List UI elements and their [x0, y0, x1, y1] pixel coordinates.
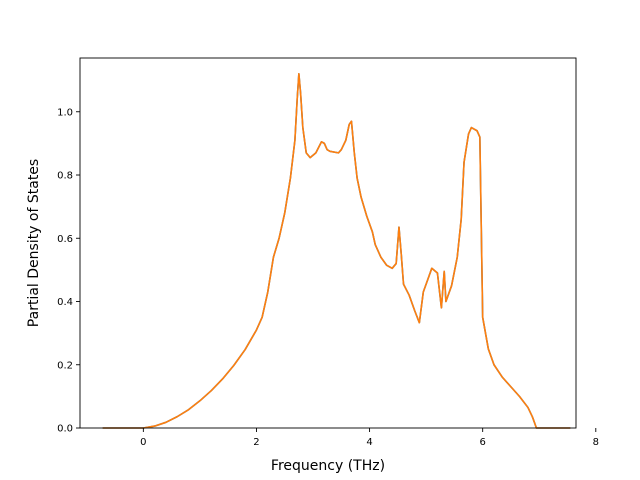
- y-tick-label: 1.0: [57, 107, 73, 118]
- y-tick-label: 0.0: [57, 424, 73, 435]
- series-layer: [102, 73, 571, 429]
- y-tick-label: 0.8: [57, 171, 73, 182]
- y-axis: 0.0 0.2 0.4 0.6 0.8 1.0: [57, 107, 80, 435]
- x-axis: 0 2 4 6 8: [140, 428, 599, 448]
- x-tick-label: 6: [479, 437, 485, 448]
- y-tick-label: 0.2: [57, 360, 73, 371]
- x-tick-label: 0: [140, 437, 146, 448]
- plot-frame: [79, 57, 577, 429]
- y-tick-label: 0.6: [57, 234, 73, 245]
- series-line-2: [102, 73, 571, 429]
- x-tick-label: 4: [366, 437, 372, 448]
- y-tick-label: 0.4: [57, 297, 73, 308]
- x-axis-label: Frequency (THz): [271, 458, 385, 474]
- x-tick-label: 2: [253, 437, 259, 448]
- x-tick-label: 8: [593, 437, 599, 448]
- y-axis-label: Partial Density of States: [26, 159, 42, 327]
